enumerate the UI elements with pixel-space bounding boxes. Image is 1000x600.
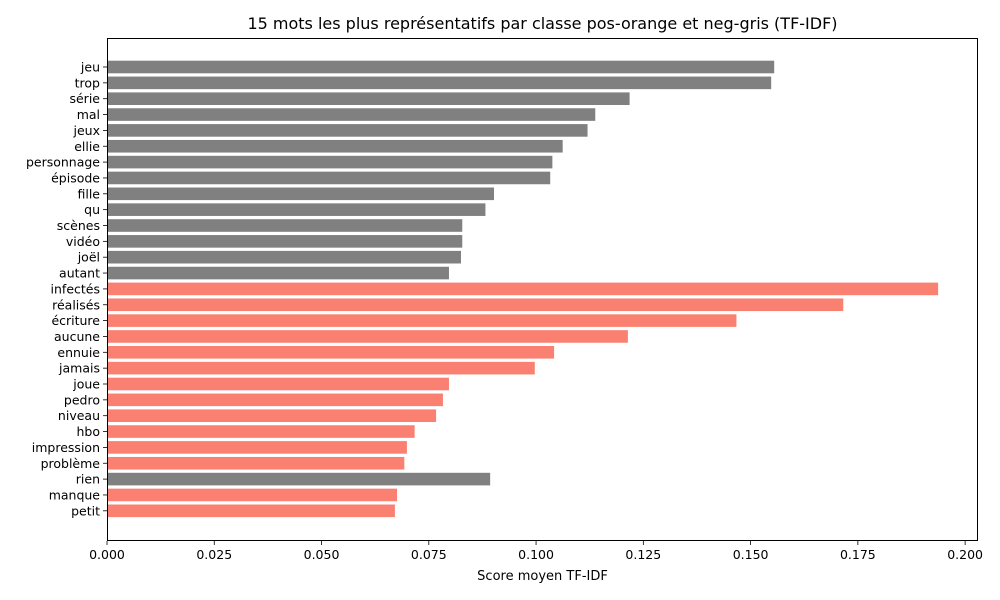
bar-27: [107, 488, 398, 502]
bar-17: [107, 330, 628, 343]
y-tick-label: qu: [84, 202, 100, 217]
bars-group: [107, 60, 939, 518]
y-tick-label: autant: [59, 266, 100, 281]
x-ticks: 0.000 0.025 0.050 0.075 0.100 0.125 0.150 0.175…: [89, 541, 983, 562]
y-tick-labels: jeutropsériemaljeuxelliepersonnageépisod…: [26, 60, 107, 518]
bar-19: [107, 361, 535, 375]
y-tick-label: niveau: [58, 408, 100, 423]
x-tick-label: 0.000: [89, 547, 125, 562]
x-tick-label: 0.175: [840, 547, 876, 562]
bar-21: [107, 393, 443, 407]
y-tick-label: jeux: [73, 123, 100, 138]
bar-25: [107, 456, 405, 470]
y-tick-label: problème: [41, 456, 101, 471]
bar-5: [107, 139, 563, 153]
y-tick-label: réalisés: [52, 297, 100, 312]
y-tick-label: trop: [75, 75, 100, 90]
bar-24: [107, 441, 407, 454]
x-tick-label: 0.125: [625, 547, 661, 562]
bar-20: [107, 377, 449, 391]
y-tick-label: épisode: [51, 170, 100, 185]
x-tick-label: 0.025: [196, 547, 232, 562]
bar-1: [107, 76, 772, 90]
y-tick-label: personnage: [26, 155, 100, 170]
y-tick-label: impression: [32, 440, 100, 455]
y-tick-label: vidéo: [66, 234, 100, 249]
x-tick-label: 0.150: [733, 547, 769, 562]
y-tick-label: hbo: [76, 424, 100, 439]
bar-8: [107, 187, 495, 201]
y-tick-label: aucune: [54, 329, 100, 344]
bar-22: [107, 409, 437, 422]
bar-26: [107, 472, 491, 486]
bar-16: [107, 314, 737, 327]
y-tick-label: écriture: [51, 313, 100, 328]
y-tick-label: manque: [49, 487, 101, 502]
y-tick-label: rien: [76, 472, 100, 487]
y-tick-label: infectés: [51, 281, 100, 296]
plot-frame: [107, 38, 978, 541]
y-tick-label: série: [69, 91, 100, 106]
bar-18: [107, 346, 555, 359]
bar-28: [107, 504, 395, 518]
y-tick-label: fille: [77, 186, 100, 201]
y-tick-label: jeu: [80, 60, 100, 75]
bar-13: [107, 266, 449, 280]
x-tick-label: 0.100: [518, 547, 554, 562]
x-tick-label: 0.075: [411, 547, 447, 562]
bar-9: [107, 203, 486, 216]
y-tick-label: mal: [77, 107, 100, 122]
bar-7: [107, 171, 551, 185]
bar-23: [107, 425, 415, 438]
bar-11: [107, 235, 463, 248]
x-tick-label: 0.200: [947, 547, 983, 562]
x-axis-label: Score moyen TF-IDF: [477, 569, 608, 584]
bar-14: [107, 282, 939, 296]
y-tick-label: joël: [77, 250, 100, 265]
y-tick-label: petit: [71, 503, 100, 518]
y-tick-label: joue: [72, 377, 100, 392]
y-tick-label: jamais: [58, 361, 100, 376]
y-tick-label: ellie: [74, 139, 100, 154]
y-tick-label: pedro: [64, 392, 100, 407]
bar-12: [107, 250, 461, 264]
bar-6: [107, 155, 553, 169]
y-tick-label: ennuie: [57, 345, 100, 360]
bar-3: [107, 108, 596, 121]
x-tick-label: 0.050: [304, 547, 340, 562]
chart-title: 15 mots les plus représentatifs par clas…: [247, 14, 838, 33]
bar-4: [107, 124, 588, 137]
bar-0: [107, 60, 775, 74]
y-tick-label: scènes: [57, 218, 100, 233]
bar-15: [107, 298, 844, 312]
bar-2: [107, 92, 630, 105]
bar-10: [107, 219, 463, 232]
